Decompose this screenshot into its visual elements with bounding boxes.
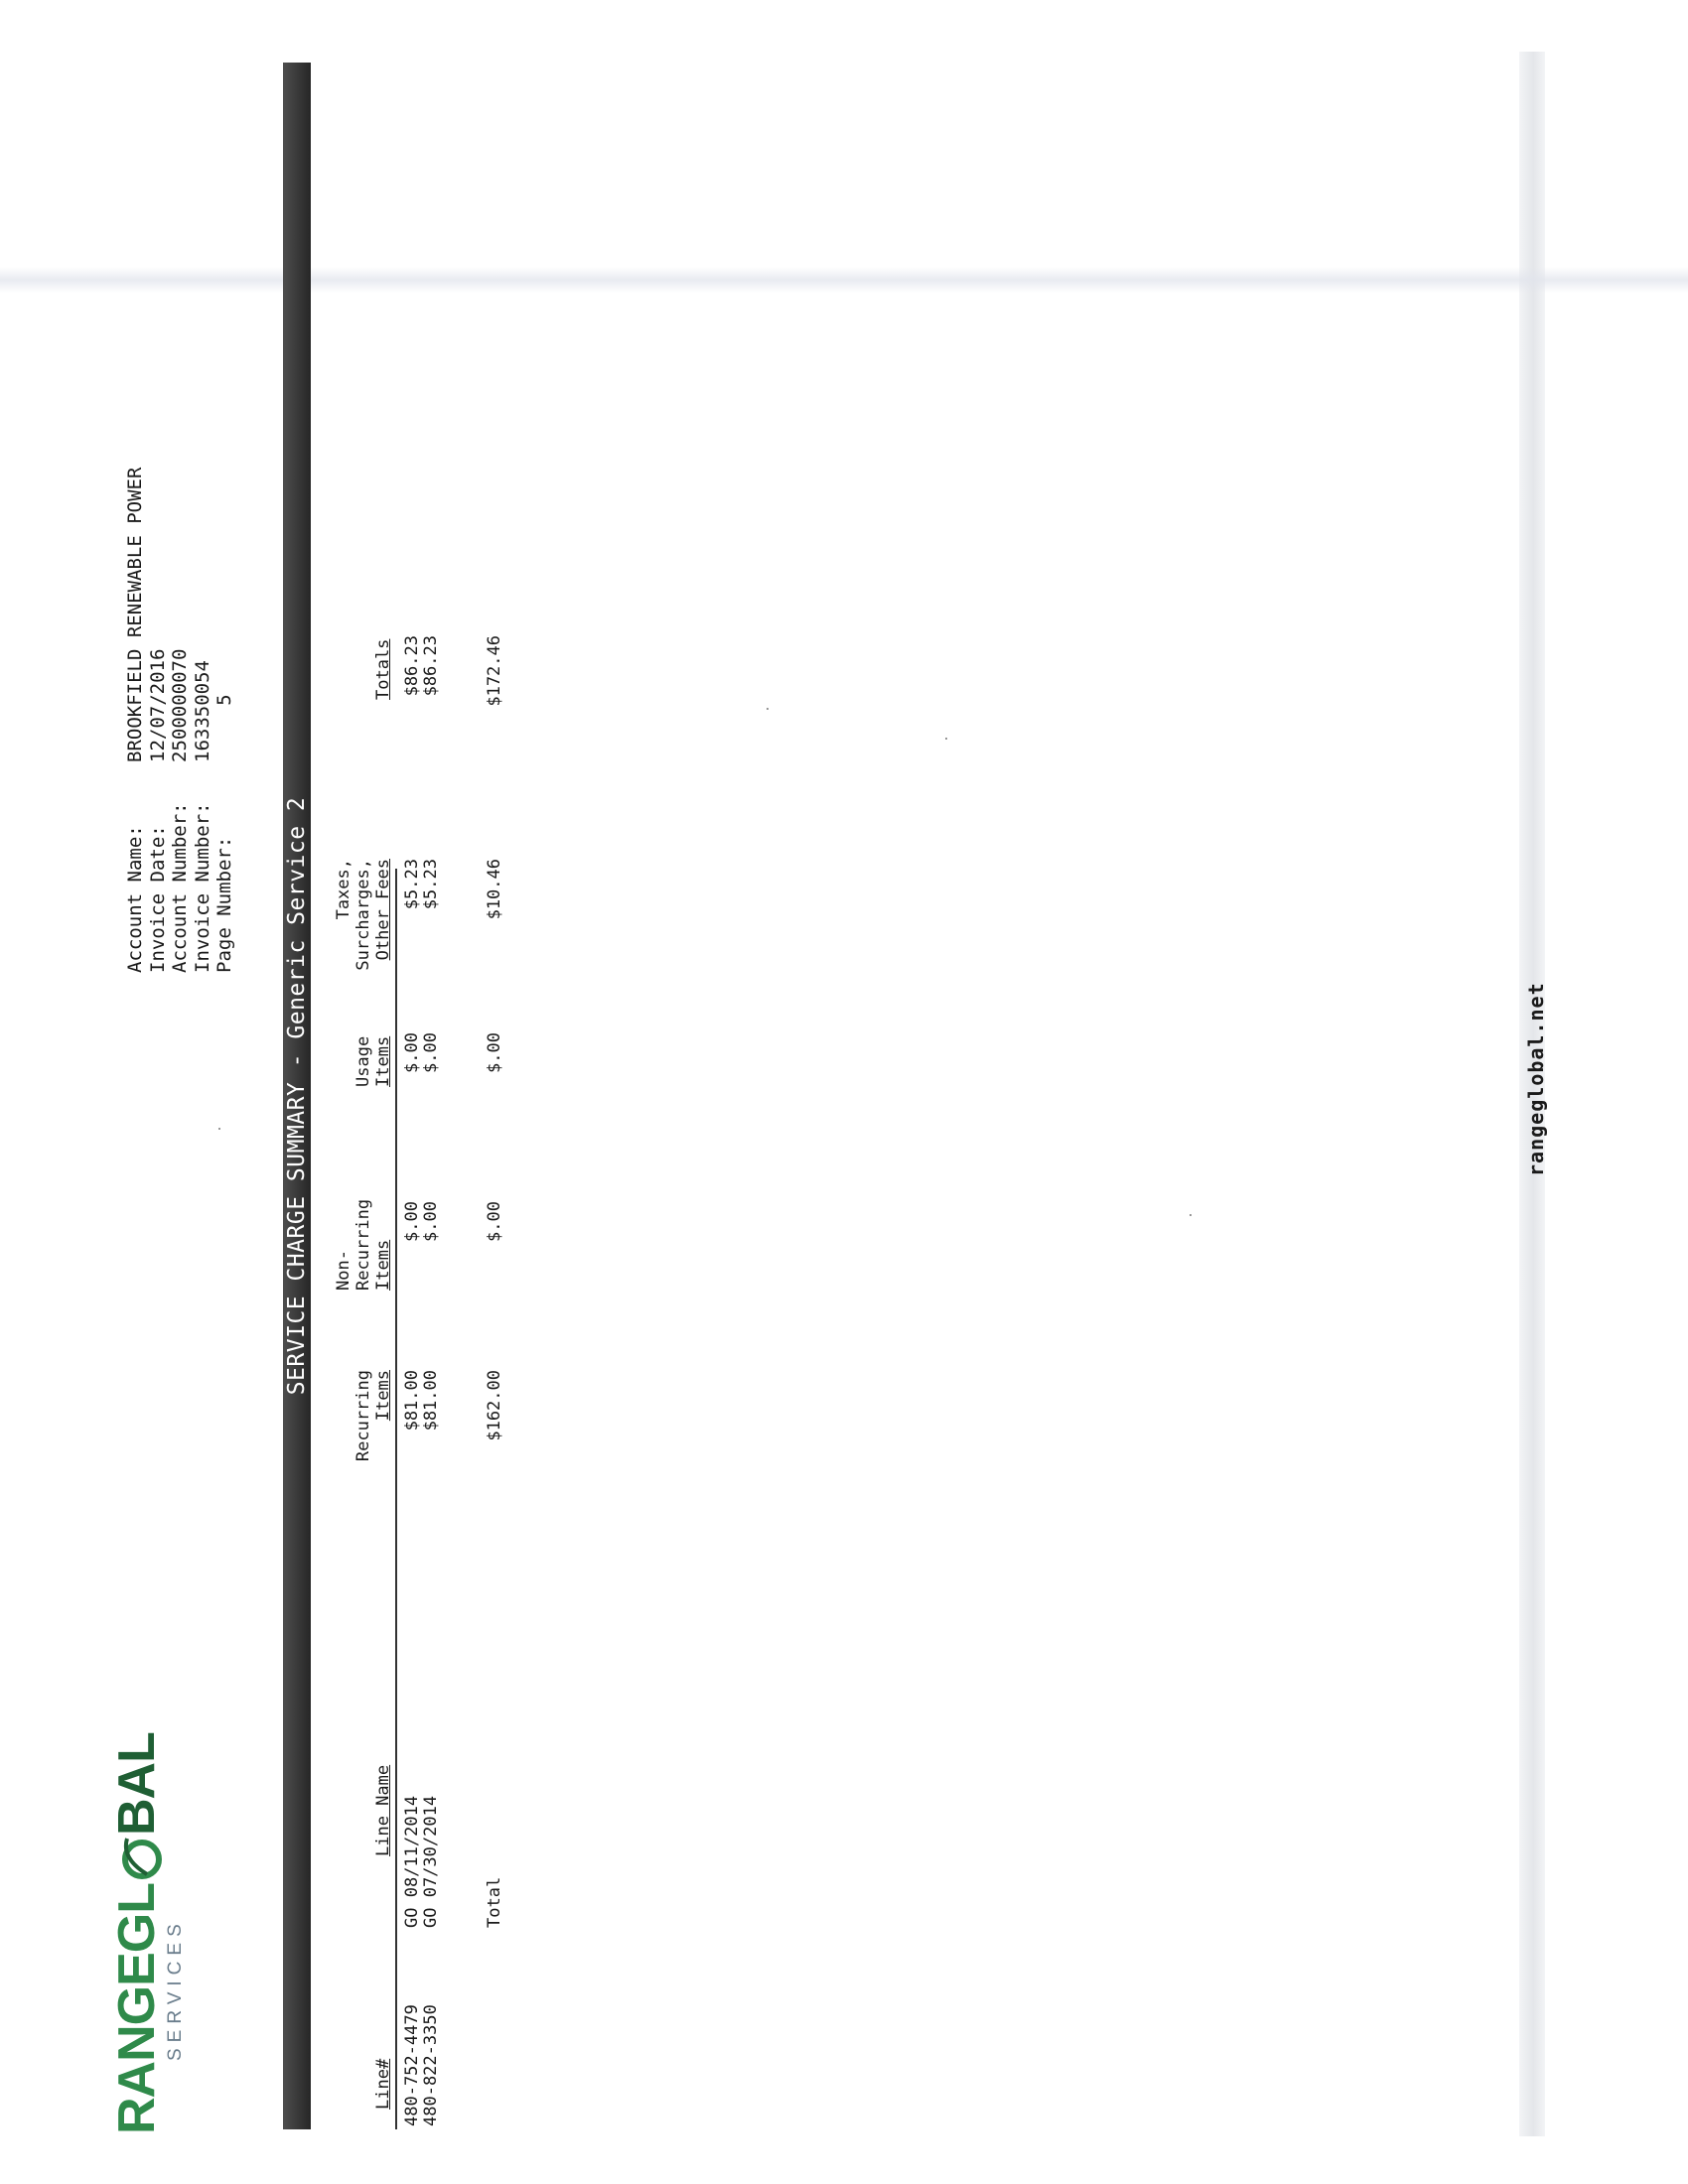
logo-wordmark-end: BAL: [108, 1732, 166, 1836]
invoice-date-value: 12/07/2016: [146, 648, 169, 762]
page-number-row: Page Number: 5: [213, 468, 236, 973]
row-1-usage: $.00: [402, 1032, 422, 1073]
scan-speck: [945, 738, 947, 740]
account-number-label: Account Number:: [169, 802, 191, 973]
globe-icon: [117, 1837, 163, 1882]
row-1-line-name: GO 08/11/2014: [402, 1795, 422, 1928]
header-line-number: Line#: [373, 2058, 393, 2110]
row-2-non-recurring: $.00: [421, 1201, 441, 1242]
logo-services-text: SERVICES: [165, 1918, 186, 2061]
row-1-taxes: $5.23: [402, 859, 422, 910]
scan-speck: [218, 1128, 220, 1130]
row-2-line-name: GO 07/30/2014: [421, 1795, 441, 1928]
row-2-line-number: 480-822-3350: [421, 2004, 441, 2126]
header-taxes: Taxes, Surcharges, Other Fees: [334, 859, 393, 971]
invoice-number-value: 163350054: [191, 660, 213, 762]
total-usage: $.00: [485, 1032, 504, 1073]
account-name-label: Account Name:: [124, 825, 146, 973]
row-1-total: $86.23: [402, 635, 422, 697]
section-title-bar: SERVICE CHARGE SUMMARY - Generic Service…: [283, 63, 311, 2129]
invoice-date-row: Invoice Date: 12/07/2016: [147, 468, 170, 973]
account-name-value: BROOKFIELD RENEWABLE POWER: [124, 467, 146, 762]
row-2-taxes: $5.23: [421, 859, 441, 910]
total-non-recurring: $.00: [485, 1201, 504, 1242]
account-number-value: 2500000070: [169, 648, 191, 762]
invoice-date-label: Invoice Date:: [146, 825, 169, 973]
row-1-non-recurring: $.00: [402, 1201, 422, 1242]
total-taxes: $10.46: [485, 859, 504, 920]
header-recurring: Recurring Items: [353, 1370, 393, 1462]
row-1-line-number: 480-752-4479: [402, 2004, 422, 2126]
header-rule: [395, 869, 397, 2129]
header-non-recurring: Non- Recurring Items: [334, 1198, 393, 1291]
account-info: Account Name: BROOKFIELD RENEWABLE POWER…: [124, 468, 236, 973]
account-number-row: Account Number: 2500000070: [169, 468, 192, 973]
scan-fold-line: [0, 267, 1688, 293]
header-totals: Totals: [373, 638, 393, 700]
row-2-total: $86.23: [421, 635, 441, 697]
scan-speck: [1190, 1214, 1192, 1216]
invoice-number-label: Invoice Number:: [191, 802, 213, 973]
rangeglobal-logo: RANGEGL BAL SERVICES: [108, 1732, 197, 2134]
row-2-usage: $.00: [421, 1032, 441, 1073]
account-name-row: Account Name: BROOKFIELD RENEWABLE POWER: [124, 468, 147, 973]
scan-speck: [767, 708, 769, 710]
invoice-number-row: Invoice Number: 163350054: [192, 468, 214, 973]
footer-website: rangeglobal.net: [1524, 982, 1548, 1176]
logo-wordmark-main: RANGEGL: [108, 1883, 166, 2134]
row-1-recurring: $81.00: [402, 1370, 422, 1432]
page-number-value: 5: [213, 694, 235, 762]
row-2-recurring: $81.00: [421, 1370, 441, 1432]
page-number-label: Page Number:: [213, 836, 235, 973]
header-usage: Usage Items: [353, 1035, 393, 1087]
total-recurring: $162.00: [485, 1370, 504, 1441]
total-row-label: Total: [485, 1876, 504, 1928]
header-line-name: Line Name: [373, 1764, 393, 1856]
total-grand-total: $172.46: [485, 635, 504, 707]
